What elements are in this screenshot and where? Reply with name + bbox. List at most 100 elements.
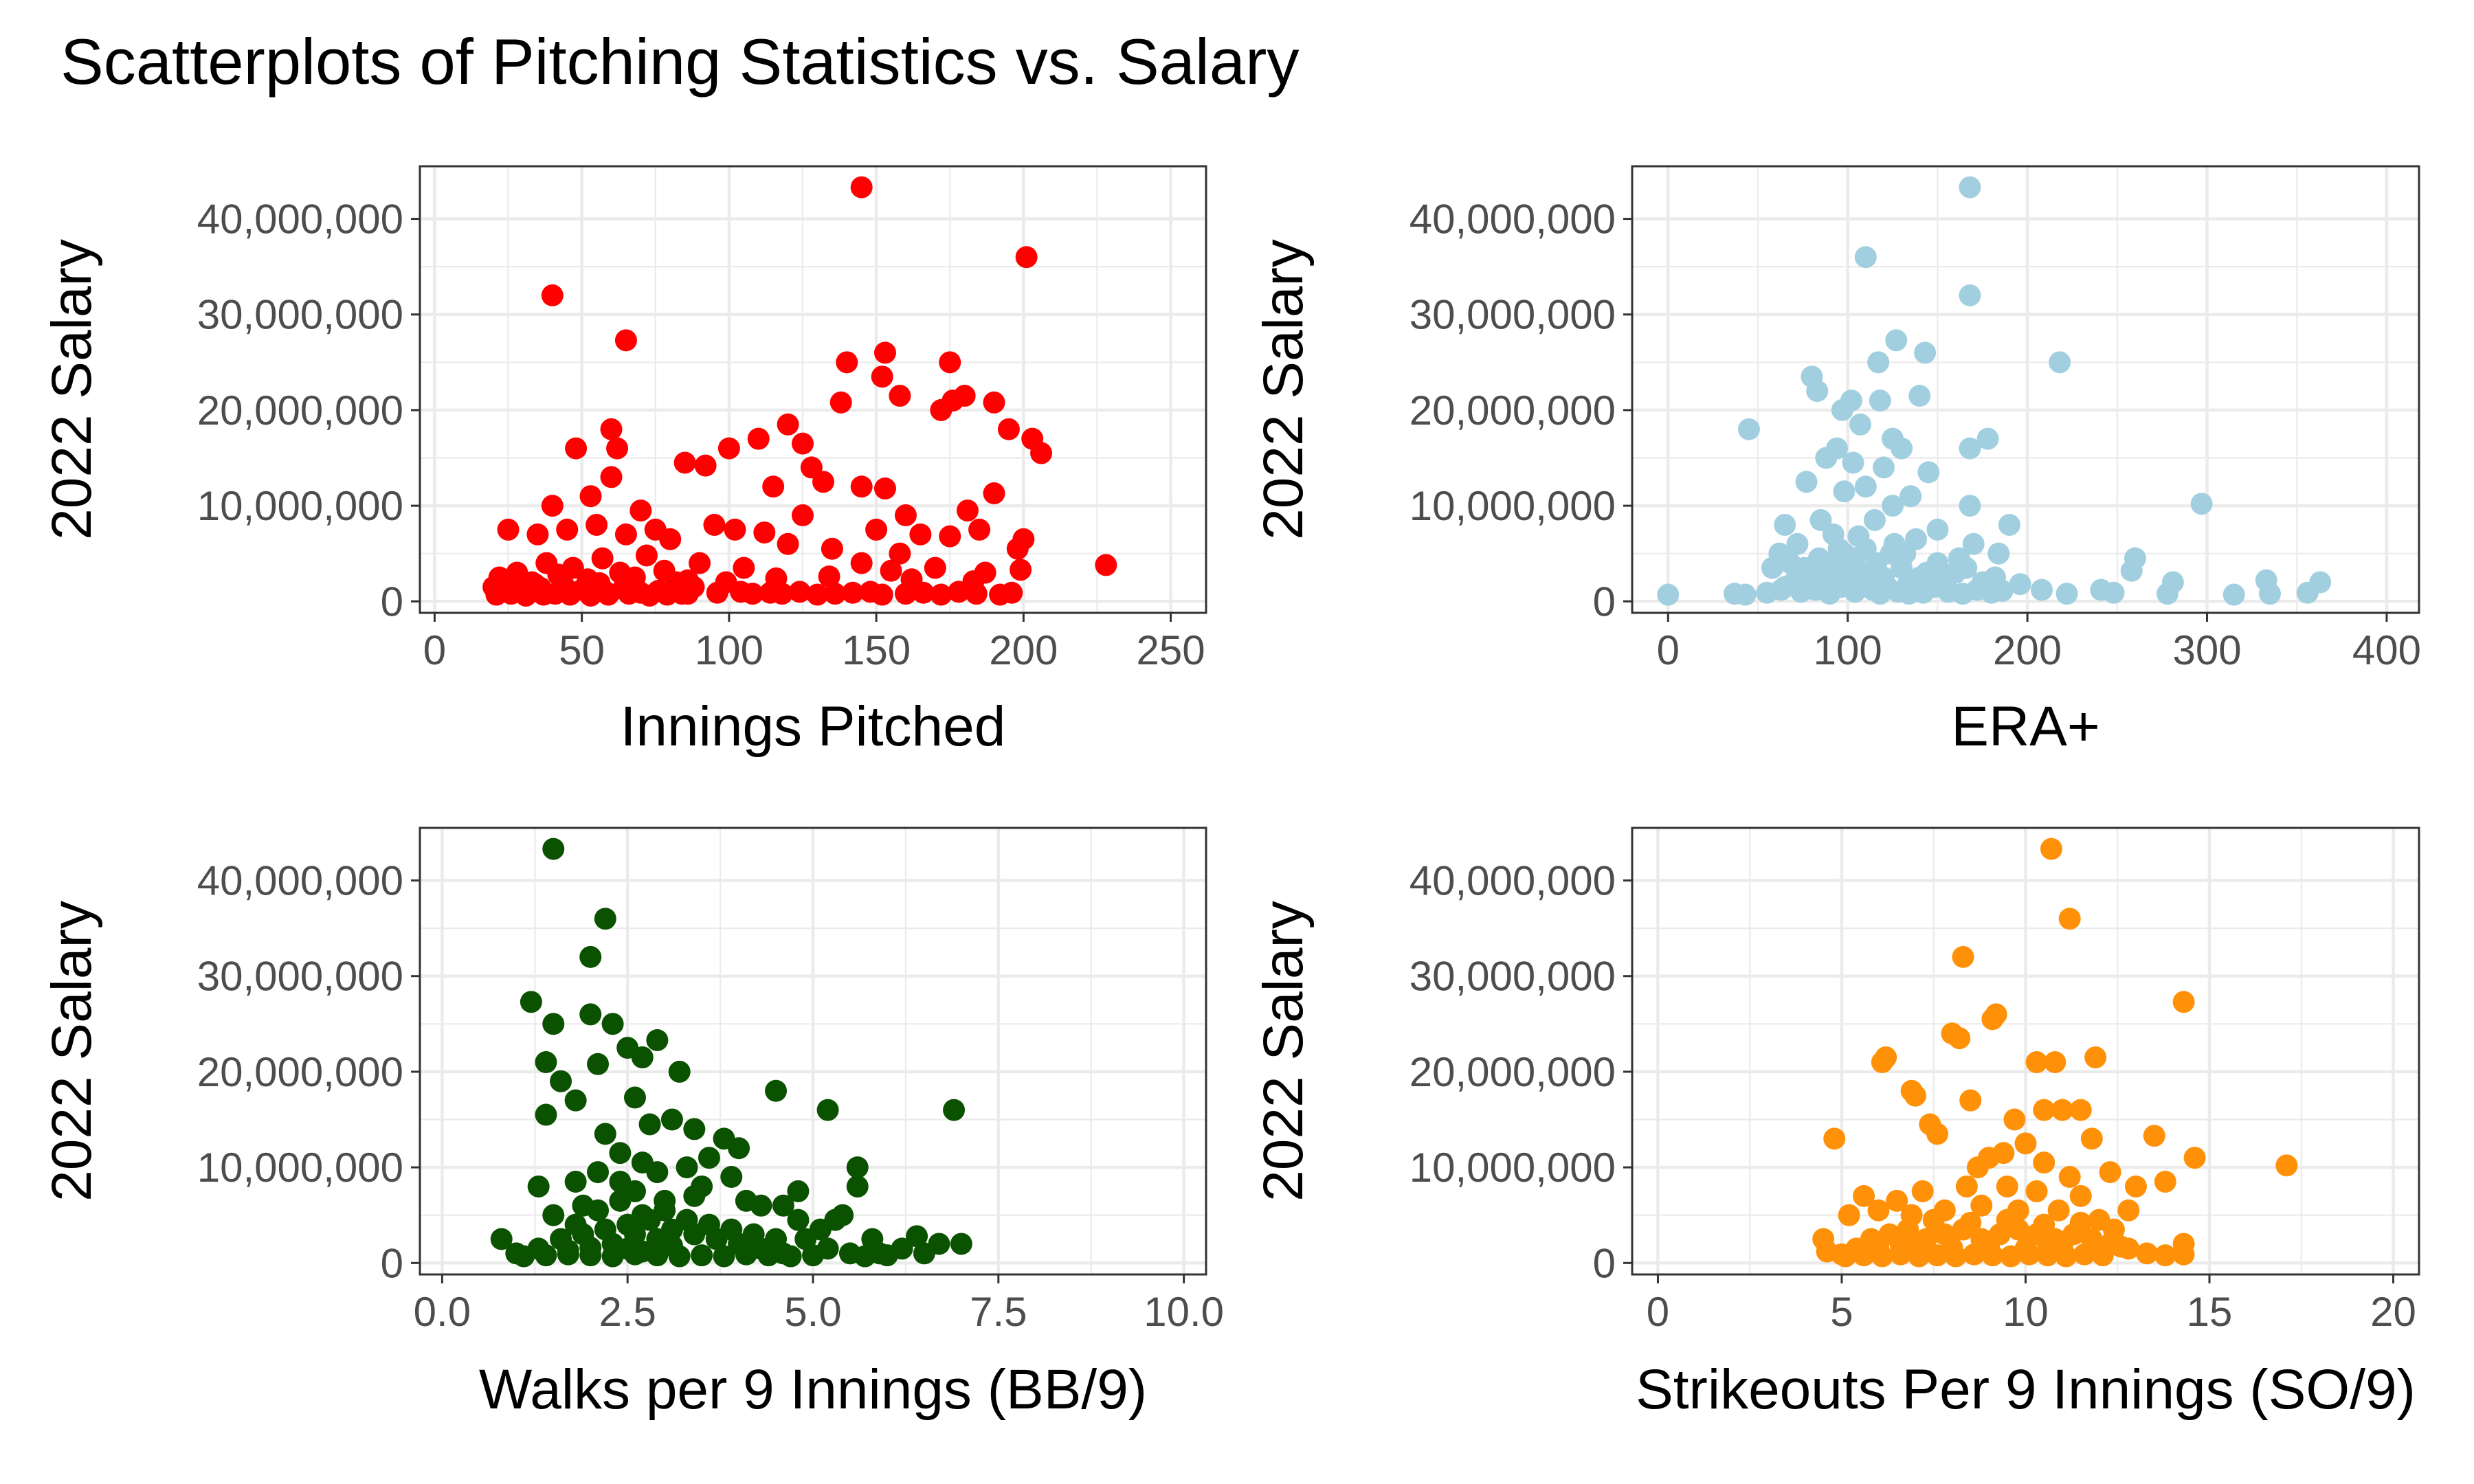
data-point (733, 556, 755, 579)
data-point (1657, 583, 1680, 606)
x-tick-label: 300 (2172, 627, 2241, 673)
data-point (2033, 1213, 2055, 1236)
data-point (1996, 1175, 2018, 1198)
gridlines (1632, 828, 2419, 1274)
y-tick-label: 10,000,000 (197, 483, 403, 529)
data-point (728, 1137, 750, 1160)
data-point (818, 565, 840, 588)
data-point (2275, 1154, 2298, 1177)
data-point (1833, 480, 1855, 503)
data-point (1984, 566, 2007, 589)
data-point (2058, 1166, 2081, 1189)
data-point (2143, 1125, 2165, 1147)
x-tick-label: 20 (2370, 1289, 2416, 1335)
data-point (1962, 532, 1985, 555)
y-tick-label: 0 (1593, 1240, 1616, 1286)
data-point (735, 1243, 757, 1266)
data-point (588, 572, 611, 594)
data-point (1831, 398, 1853, 421)
data-point (1981, 1008, 2004, 1031)
data-point (621, 570, 643, 593)
data-point (1871, 1051, 1893, 1074)
data-point (1774, 513, 1796, 536)
x-tick-label: 10.0 (1144, 1289, 1224, 1335)
data-point (880, 559, 902, 582)
data-point (1849, 413, 1871, 436)
data-point (762, 475, 785, 498)
data-point (1959, 176, 1981, 199)
data-point (513, 1245, 535, 1268)
data-point (631, 1240, 654, 1263)
data-point (742, 583, 764, 605)
data-point (850, 552, 873, 574)
data-point (861, 1228, 884, 1250)
data-point (694, 454, 717, 477)
data-point (668, 1060, 691, 1083)
data-point (659, 528, 682, 550)
y-tick-label: 30,000,000 (197, 954, 403, 1000)
data-point (2110, 1235, 2132, 1258)
x-tick-label: 0 (1647, 1289, 1669, 1335)
y-tick-label: 0 (1593, 578, 1616, 625)
data-point (816, 1099, 839, 1121)
y-tick-label: 40,000,000 (197, 858, 403, 904)
data-point (1010, 559, 1032, 581)
data-point (812, 471, 834, 493)
data-point (1959, 437, 1981, 460)
panels: 0 50 100 150 200 250010,000,00020,000,00030,0… (41, 165, 2421, 1421)
data-point (698, 1213, 720, 1236)
y-tick-label: 40,000,000 (1409, 196, 1616, 243)
data-point (787, 1180, 810, 1202)
data-point (623, 1223, 646, 1246)
data-point (968, 518, 991, 541)
data-point (956, 499, 979, 522)
data-point (614, 523, 637, 546)
data-point (777, 532, 799, 555)
y-tick-label: 30,000,000 (1409, 954, 1616, 1000)
data-point (1894, 542, 1917, 565)
data-point (1795, 471, 1818, 493)
data-point (587, 1053, 610, 1075)
data-point (676, 1156, 698, 1179)
data-point (606, 437, 629, 460)
data-point (586, 513, 608, 536)
data-point (1737, 418, 1760, 440)
data-point (2025, 1051, 2048, 1074)
data-point (713, 1245, 735, 1268)
data-point (1885, 329, 1908, 352)
data-point (676, 1208, 698, 1231)
data-point (1922, 1208, 1945, 1231)
data-point (2222, 583, 2245, 606)
data-point (1926, 1123, 1949, 1145)
data-point (900, 568, 923, 591)
data-point (1724, 583, 1746, 605)
data-point (1996, 1208, 2018, 1231)
data-point (889, 385, 911, 407)
data-point (660, 1235, 683, 1257)
data-point (871, 366, 893, 388)
data-point (2051, 1099, 2074, 1121)
x-tick-label: 10 (2003, 1289, 2049, 1335)
data-point (720, 1166, 743, 1189)
data-point (792, 432, 814, 455)
data-point (559, 583, 581, 606)
data-point (1889, 1233, 1912, 1255)
data-point (2033, 1099, 2055, 1121)
data-point (2091, 1244, 2114, 1267)
data-point (1863, 508, 1886, 531)
data-point (873, 477, 896, 500)
data-point (930, 583, 952, 606)
scatter-panel-1: 0 50 100 150 200 250 0 10,000,000 20,000,000 30,0… (41, 165, 1207, 758)
data-point (2058, 908, 2081, 930)
data-point (497, 518, 520, 541)
data-point (1955, 1175, 1978, 1198)
data-point (846, 1175, 869, 1198)
data-point (535, 1244, 557, 1267)
data-point (806, 583, 829, 606)
data-point (579, 1003, 602, 1026)
data-point (609, 1170, 632, 1193)
data-point (2031, 578, 2053, 601)
data-points (482, 176, 1117, 607)
data-point (850, 475, 873, 498)
data-point (821, 537, 843, 560)
